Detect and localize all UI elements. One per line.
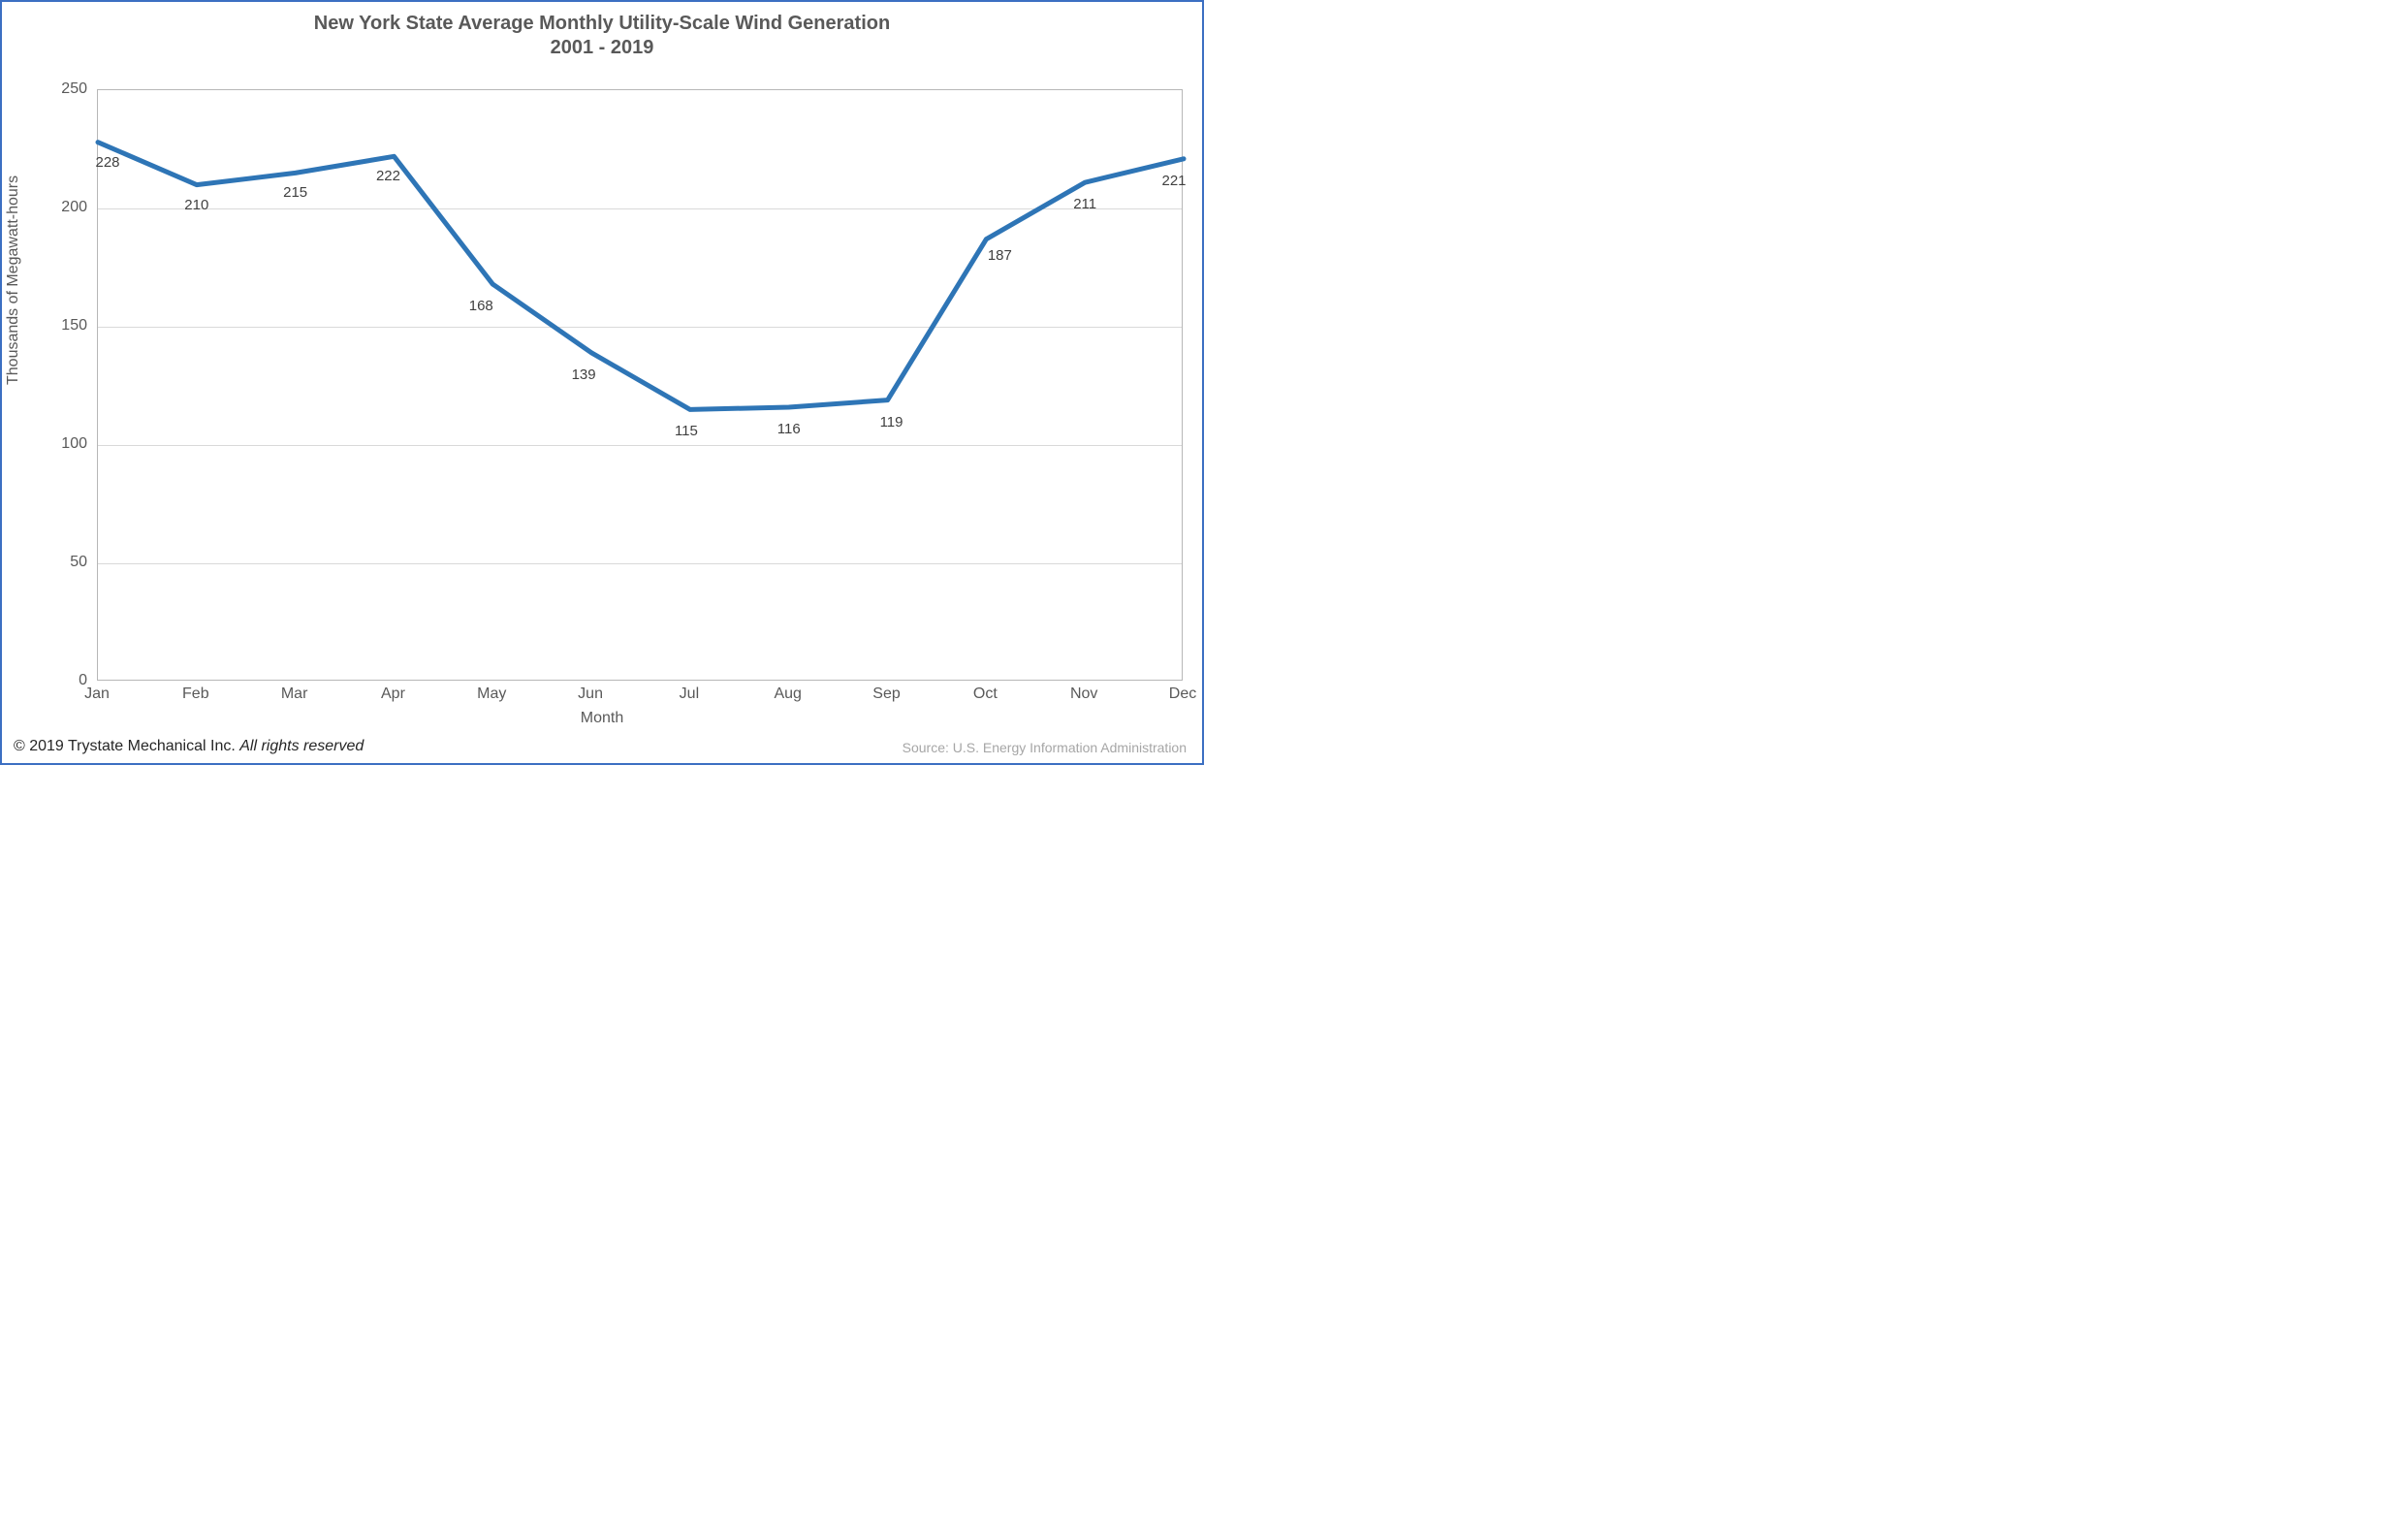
data-point-label: 116 (777, 421, 801, 437)
y-tick-label: 250 (2, 80, 87, 98)
y-tick-label: 50 (2, 554, 87, 571)
copyright-suffix: All rights reserved (239, 738, 364, 754)
y-tick-label: 150 (2, 317, 87, 335)
x-tick-label: Jun (578, 685, 603, 703)
data-point-label: 168 (469, 298, 493, 314)
x-tick-label: Sep (872, 685, 900, 703)
chart-title-line2: 2001 - 2019 (2, 36, 1202, 60)
chart-title-block: New York State Average Monthly Utility-S… (2, 12, 1202, 60)
chart-title-line1: New York State Average Monthly Utility-S… (2, 12, 1202, 36)
x-tick-label: Nov (1070, 685, 1097, 703)
footer-copyright: © 2019 Trystate Mechanical Inc. All righ… (14, 738, 364, 755)
y-tick-label: 100 (2, 435, 87, 453)
x-tick-label: Dec (1169, 685, 1196, 703)
chart-container: New York State Average Monthly Utility-S… (0, 0, 1204, 765)
data-point-label: 222 (376, 168, 400, 184)
y-tick-label: 200 (2, 199, 87, 216)
y-tick-label: 0 (2, 672, 87, 689)
x-tick-label: Aug (774, 685, 801, 703)
data-point-label: 221 (1161, 173, 1186, 189)
data-point-label: 119 (880, 414, 903, 430)
x-tick-label: Oct (973, 685, 998, 703)
data-point-label: 115 (675, 423, 698, 439)
data-point-label: 139 (572, 367, 596, 383)
data-point-label: 228 (95, 154, 119, 171)
footer-source: Source: U.S. Energy Information Administ… (903, 740, 1187, 755)
x-tick-label: Jul (680, 685, 699, 703)
line-series (98, 90, 1182, 680)
x-tick-label: May (477, 685, 506, 703)
data-point-label: 187 (988, 247, 1012, 264)
plot-area: 228 210 215 222 168 139 115 116 119 187 211 221 (97, 89, 1183, 681)
x-axis-title: Month (581, 710, 623, 727)
x-tick-label: Feb (182, 685, 209, 703)
data-point-label: 210 (184, 197, 208, 213)
x-tick-label: Apr (381, 685, 405, 703)
x-tick-label: Mar (281, 685, 308, 703)
data-point-label: 215 (283, 184, 307, 201)
copyright-prefix: © 2019 Trystate Mechanical Inc. (14, 738, 239, 754)
data-point-label: 211 (1073, 196, 1096, 212)
x-tick-label: Jan (84, 685, 110, 703)
